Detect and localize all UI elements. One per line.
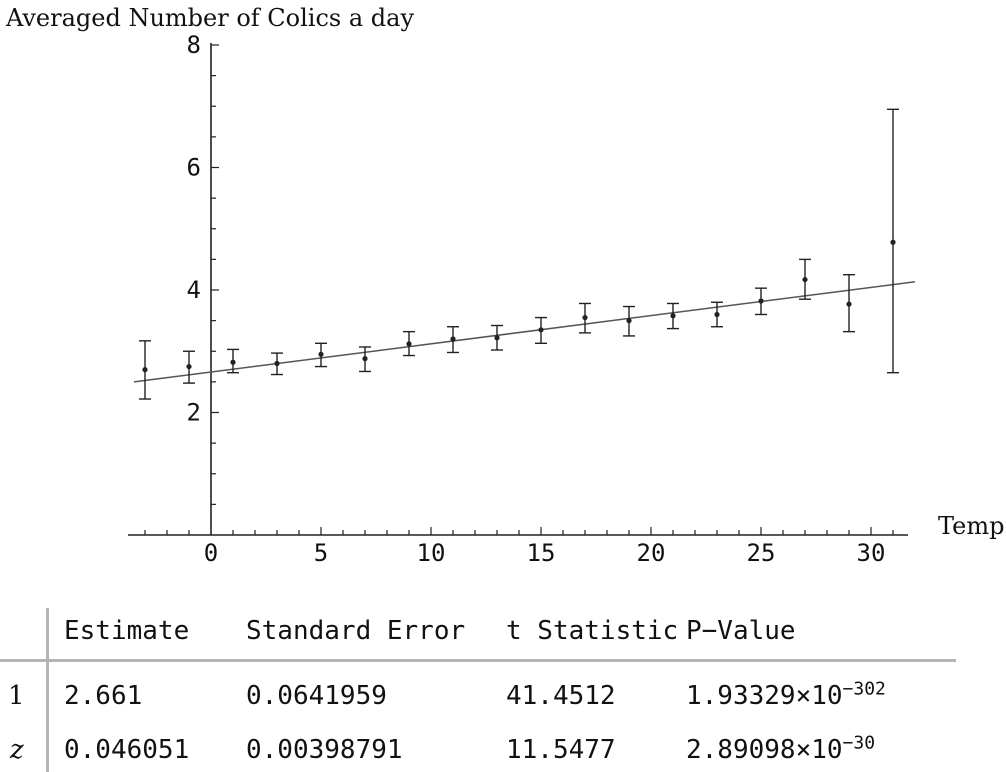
data-point <box>406 341 412 347</box>
error-bar-point <box>271 352 283 376</box>
x-tick-label: 25 <box>747 539 776 567</box>
header-standard-error: Standard Error <box>246 616 466 646</box>
error-bar-point <box>447 326 459 354</box>
error-bar-point <box>183 350 195 384</box>
axes: 0 5 10 15 20 25 30 2 4 6 8 <box>128 31 908 567</box>
y-tick-label: 8 <box>187 31 201 59</box>
cell-p-value-intercept: 1.93329×10−302 <box>686 680 886 712</box>
y-tick-label: 6 <box>187 154 201 182</box>
data-point <box>142 367 148 373</box>
data-point <box>274 360 280 367</box>
table-row-label-divider <box>46 608 49 772</box>
x-tick-label: 15 <box>527 539 556 567</box>
error-bar-point <box>667 302 679 330</box>
data-point <box>582 314 588 321</box>
x-axis-label: Temp <box>938 512 1005 540</box>
p-value-exponent: −302 <box>842 678 886 700</box>
error-bar-point <box>491 324 503 351</box>
data-point <box>318 351 324 357</box>
y-tick-label: 4 <box>187 276 201 304</box>
data-point <box>758 298 764 304</box>
cell-estimate-z: 0.046051 <box>64 735 190 765</box>
row-label-z: z <box>10 735 24 765</box>
p-value-mantissa: 2.89098×10 <box>686 735 843 765</box>
data-point <box>802 276 808 283</box>
error-bar-point <box>535 316 547 344</box>
fit-line-group <box>133 281 916 383</box>
y-axis-label: Averaged Number of Colics a day <box>6 4 415 32</box>
table-header-divider <box>0 659 956 662</box>
cell-p-value-z: 2.89098×10−30 <box>686 734 875 766</box>
error-bar-point <box>403 330 415 357</box>
error-bar-point <box>887 108 899 374</box>
data-point <box>714 311 720 318</box>
data-point <box>626 318 632 324</box>
cell-t-stat-intercept: 41.4512 <box>506 681 616 711</box>
header-estimate: Estimate <box>64 616 190 646</box>
x-tick-label: 10 <box>417 539 446 567</box>
data-point <box>230 359 236 365</box>
p-value-exponent: −30 <box>842 732 876 754</box>
x-tick-label: 20 <box>637 539 666 567</box>
error-bar-point <box>755 287 767 316</box>
data-point <box>846 301 852 307</box>
cell-estimate-intercept: 2.661 <box>64 681 143 711</box>
data-point <box>450 336 456 342</box>
error-bar-point <box>623 305 635 337</box>
fit-line <box>133 281 916 383</box>
data-point <box>362 356 368 362</box>
data-point <box>890 239 896 245</box>
data-point <box>186 363 192 370</box>
error-bar-point <box>843 273 855 333</box>
x-tick-label: 5 <box>314 539 328 567</box>
error-bar-point <box>139 340 151 400</box>
header-p-value: P−Value <box>686 616 796 646</box>
y-tick-label: 2 <box>187 399 201 427</box>
data-point <box>538 327 544 333</box>
error-bar-point <box>799 258 811 300</box>
p-value-mantissa: 1.93329×10 <box>686 681 843 711</box>
error-bar-point <box>359 346 371 373</box>
error-bar-point <box>315 342 327 368</box>
error-bar-point <box>227 348 239 374</box>
regression-table: Estimate Standard Error t Statistic P−Va… <box>0 600 1006 772</box>
cell-std-error-intercept: 0.0641959 <box>246 681 387 711</box>
data-point <box>494 335 500 341</box>
data-point <box>670 313 676 319</box>
chart-plot-area: 0 5 10 15 20 25 30 2 4 6 8 <box>128 31 916 567</box>
cell-std-error-z: 0.00398791 <box>246 735 403 765</box>
x-tick-label: 0 <box>204 539 218 567</box>
error-bars-group <box>139 108 899 400</box>
cell-t-stat-z: 11.5477 <box>506 735 616 765</box>
error-bar-point <box>579 302 591 334</box>
error-bar-point <box>711 301 723 328</box>
x-tick-label: 30 <box>857 539 886 567</box>
header-t-statistic: t Statistic <box>506 616 679 646</box>
row-label-intercept: 1 <box>8 681 25 711</box>
